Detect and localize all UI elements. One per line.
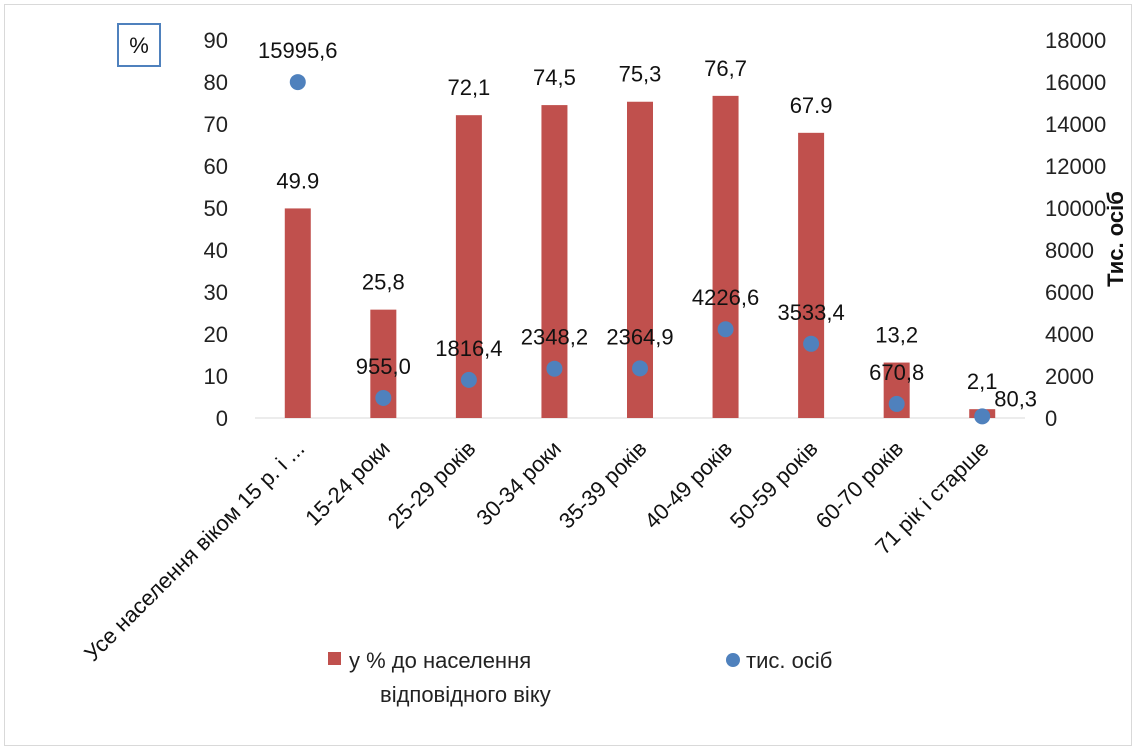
data-point [546, 360, 563, 377]
bar-data-labels: 49.9 25,8 72,1 74,5 75,3 76,7 67.9 13,2 2,1 [276, 56, 997, 394]
bar-value-label: 74,5 [533, 65, 576, 90]
point-value-label: 15995,6 [258, 38, 338, 63]
category-label: 15-24 роки [300, 436, 395, 531]
point-value-label: 80,3 [994, 386, 1037, 411]
dot-data-labels: 15995,6 955,0 1816,4 2348,2 2364,9 4226,6 3533… [258, 38, 1037, 411]
data-point [803, 335, 820, 352]
legend-bar-label-line2: відповідного віку [380, 682, 551, 707]
right-tick-label: 14000 [1045, 112, 1106, 137]
bar-value-label: 75,3 [619, 62, 662, 87]
left-tick-label: 0 [216, 406, 228, 431]
right-tick-label: 16000 [1045, 70, 1106, 95]
data-point [717, 321, 734, 338]
bar [284, 208, 311, 418]
bar-value-label: 76,7 [704, 56, 747, 81]
left-tick-label: 70 [204, 112, 228, 137]
left-tick-label: 50 [204, 196, 228, 221]
left-tick-label: 40 [204, 238, 228, 263]
point-value-label: 2364,9 [606, 324, 673, 349]
right-tick-label: 2000 [1045, 364, 1094, 389]
point-value-label: 2348,2 [521, 325, 588, 350]
left-tick-label: 30 [204, 280, 228, 305]
point-value-label: 955,0 [356, 354, 411, 379]
category-label: 40-49 років [639, 436, 737, 534]
legend-bar-label-line1: у % до населення [349, 648, 531, 673]
data-point [974, 408, 991, 425]
dot-series [289, 74, 991, 425]
legend-bar-swatch [328, 652, 341, 665]
unit-box-frame [117, 23, 161, 67]
left-axis-label: % [129, 33, 149, 58]
left-tick-label: 20 [204, 322, 228, 347]
point-value-label: 3533,4 [777, 300, 844, 325]
right-axis-ticks: 0 2000 4000 6000 8000 10000 12000 14000 16000 180… [1045, 28, 1106, 431]
legend: у % до населення відповідного віку тис. … [328, 648, 832, 707]
right-tick-label: 6000 [1045, 280, 1094, 305]
category-label: 25-29 років [383, 436, 481, 534]
left-axis-ticks: 0 10 20 30 40 50 60 70 80 90 [204, 28, 228, 431]
left-tick-label: 60 [204, 154, 228, 179]
bar-value-label: 49.9 [276, 168, 319, 193]
right-tick-label: 8000 [1045, 238, 1094, 263]
bar-value-label: 2,1 [967, 369, 998, 394]
bar-value-label: 25,8 [362, 270, 405, 295]
left-tick-label: 10 [204, 364, 228, 389]
data-point [289, 74, 306, 91]
right-tick-label: 18000 [1045, 28, 1106, 53]
data-point [888, 395, 905, 412]
chart-frame [4, 4, 1132, 746]
category-labels: Усе населення віком 15 р. і ...15-24 рок… [79, 436, 994, 666]
category-label: 30-34 роки [471, 436, 566, 531]
point-value-label: 1816,4 [435, 336, 502, 361]
bar-value-label: 67.9 [790, 93, 833, 118]
bar [455, 115, 482, 419]
category-label: 50-59 років [725, 436, 823, 534]
right-tick-label: 4000 [1045, 322, 1094, 347]
category-label: Усе населення віком 15 р. і ... [79, 436, 309, 666]
left-tick-label: 80 [204, 70, 228, 95]
legend-dot-swatch [726, 653, 740, 667]
right-tick-label: 10000 [1045, 196, 1106, 221]
bar [712, 95, 739, 419]
right-tick-label: 0 [1045, 406, 1057, 431]
point-value-label: 4226,6 [692, 285, 759, 310]
data-point [460, 371, 477, 388]
category-label: 35-39 років [554, 436, 652, 534]
bar-value-label: 13,2 [875, 323, 918, 348]
right-tick-label: 12000 [1045, 154, 1106, 179]
bar-value-label: 72,1 [447, 75, 490, 100]
left-tick-label: 90 [204, 28, 228, 53]
bar [798, 132, 825, 418]
right-axis-label: Тис. осіб [1103, 191, 1128, 287]
left-axis-unit-box: % [117, 23, 161, 67]
data-point [632, 360, 648, 377]
data-point [375, 389, 392, 406]
point-value-label: 670,8 [869, 360, 924, 385]
legend-dot-label: тис. осіб [746, 648, 832, 673]
